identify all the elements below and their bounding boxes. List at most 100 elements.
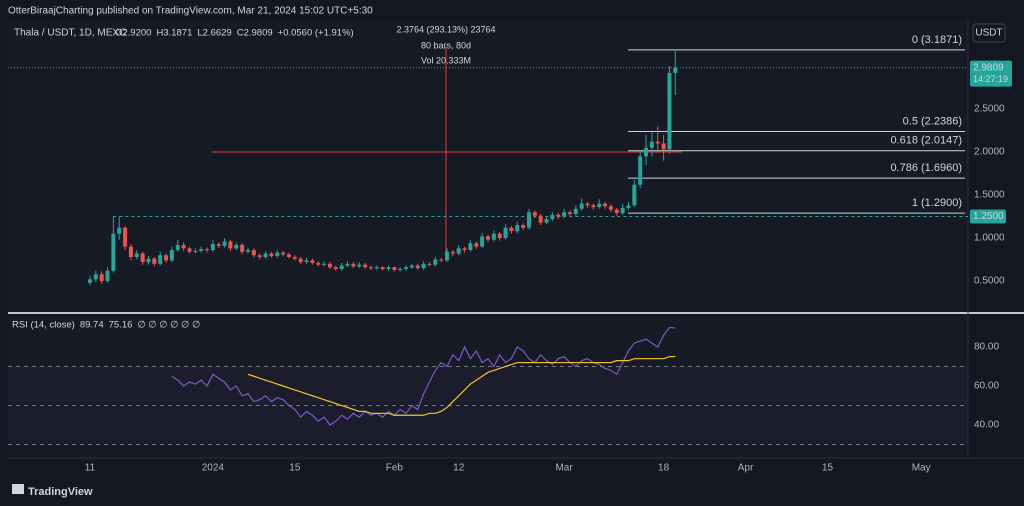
candle-body (310, 260, 315, 263)
ohlc-value: O2.9200 (115, 28, 151, 39)
ohlc-value: +0.0560 (+1.91%) (278, 28, 354, 39)
candle-body (199, 249, 204, 251)
x-tick-label: 18 (658, 463, 670, 474)
candle-body (538, 215, 543, 223)
logo (12, 484, 24, 494)
candle-body (368, 267, 373, 269)
candle-body (632, 184, 637, 206)
candle-body (292, 256, 297, 259)
candle-body (521, 225, 526, 228)
candle-body (445, 251, 450, 261)
candle-body (462, 248, 467, 251)
candle-body (93, 274, 98, 280)
candle-body (374, 267, 379, 269)
y-tick-label: 1.5000 (974, 190, 1005, 201)
candle-body (614, 209, 619, 214)
candle-body (532, 212, 537, 216)
candle-body (491, 233, 496, 240)
candle-body (316, 262, 321, 265)
candle-body (111, 233, 116, 271)
x-tick-label: May (912, 463, 931, 474)
candle-body (421, 263, 426, 269)
candle-body (667, 72, 672, 150)
x-tick-label: Feb (386, 463, 404, 474)
candle-body (205, 249, 210, 251)
candle-body (216, 244, 221, 246)
candle-body (140, 253, 145, 263)
candle-body (105, 270, 110, 282)
candle-body (164, 255, 169, 261)
x-tick-label: 12 (453, 463, 465, 474)
candle-body (228, 241, 233, 249)
price-tag (970, 209, 1006, 224)
candle-body (497, 233, 502, 239)
candle-body (322, 263, 327, 265)
y-tick-label: 2.0000 (974, 147, 1005, 158)
candle-body (363, 264, 368, 268)
candle-body (275, 252, 280, 257)
rsi-legend-item: ∅ ∅ ∅ ∅ ∅ ∅ (137, 320, 200, 331)
candle-body (339, 265, 344, 269)
x-tick-label: 15 (822, 463, 834, 474)
candle-body (404, 267, 409, 269)
candle-body (152, 258, 157, 264)
candle-body (99, 274, 104, 282)
price-tag-label: 1.2500 (973, 211, 1004, 222)
currency-box[interactable] (972, 23, 1006, 43)
candle-body (608, 206, 613, 210)
candle-body (550, 214, 555, 220)
rsi-legend-item: 75.16 (109, 320, 133, 331)
symbol: Thala / USDT, 1D, MEXC (14, 28, 126, 39)
candle-body (304, 260, 309, 263)
candle-body (591, 205, 596, 208)
candle-body (392, 267, 397, 270)
candle-body (222, 241, 227, 246)
candle-body (579, 203, 584, 209)
candle-body (503, 227, 508, 239)
candle-body (439, 259, 444, 261)
rsi-legend: RSI (14, close) 89.74 75.16 ∅ ∅ ∅ ∅ ∅ ∅ (12, 320, 200, 331)
candle-body (333, 267, 338, 269)
price-tag (970, 60, 1012, 87)
measure-text: 2.3764 (293.13%) 23764 (396, 24, 495, 34)
rsi-legend-item: 89.74 (80, 320, 104, 331)
candle-body (87, 279, 92, 283)
candle-body (573, 208, 578, 214)
candle-body (468, 243, 473, 251)
y-tick-label: 2.5000 (974, 104, 1005, 115)
candle-body (626, 205, 631, 208)
candle-body (456, 248, 461, 254)
countdown: 14:27:19 (973, 74, 1008, 84)
rsi-line (171, 326, 676, 426)
fib-label: 0.618 (2.0147) (890, 135, 962, 147)
candle-body (281, 252, 286, 255)
ohlc-value: L2.6629 (197, 28, 231, 39)
candle-body (210, 244, 215, 251)
candle-body (474, 243, 479, 247)
candle-body (269, 253, 274, 257)
ohlc-value: C2.9809 (237, 28, 273, 39)
candle-body (234, 244, 239, 249)
candle-body (286, 254, 291, 257)
candle-body (415, 265, 420, 269)
candle-body (380, 267, 385, 269)
candle-body (357, 264, 362, 267)
candle-body (597, 203, 602, 208)
candle-body (351, 263, 356, 267)
fib-label: 0.5 (2.2386) (903, 115, 962, 127)
candle-body (251, 250, 256, 256)
candle-body (427, 263, 432, 265)
y-tick-label: 0.5000 (974, 276, 1005, 287)
candle-body (409, 265, 414, 268)
candle-body (544, 219, 549, 223)
x-tick-label: Mar (555, 463, 573, 474)
candle-body (146, 258, 151, 263)
candle-body (638, 156, 643, 185)
rsi-legend-item: RSI (14, close) (12, 320, 75, 331)
candle-body (386, 267, 391, 269)
fib-label: 0 (3.1871) (912, 34, 962, 46)
candle-body (117, 227, 122, 234)
fib-label: 0.786 (1.6960) (890, 162, 962, 174)
currency[interactable]: USDT (975, 28, 1002, 39)
candle-body (193, 250, 198, 252)
